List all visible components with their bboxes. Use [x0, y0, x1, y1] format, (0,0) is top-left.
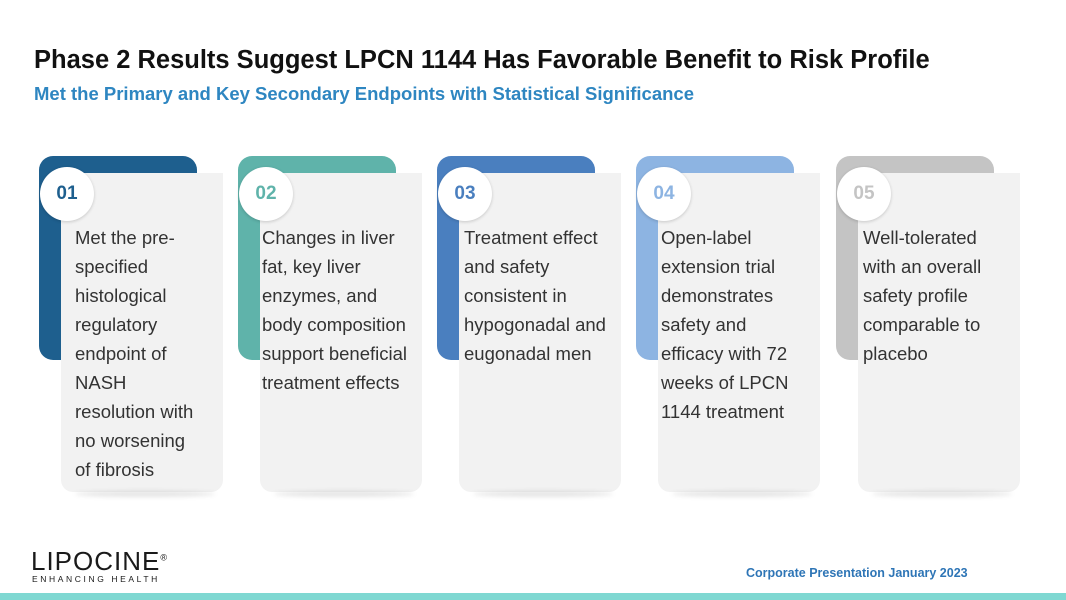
card-text: Well-tolerated with an overall safety pr… [863, 227, 982, 364]
card-number: 05 [837, 167, 891, 221]
company-tagline: ENHANCING HEALTH [32, 574, 160, 584]
card-02: 02 Changes in liver fat, key liver enzym… [238, 156, 422, 497]
company-logo: LIPOCINE® [31, 546, 169, 576]
card-number: 01 [40, 167, 94, 221]
card-panel [858, 173, 1020, 492]
footer-text: Corporate Presentation January 2023 [746, 566, 968, 580]
card-01: 01 Met the pre- specified histological r… [39, 156, 223, 497]
card-panel [658, 173, 820, 492]
card-panel [260, 173, 422, 492]
card-text: Treatment effect and safety consistent i… [464, 227, 606, 364]
card-text: Open-label extension trial demonstrates … [661, 227, 789, 422]
card-number: 04 [637, 167, 691, 221]
card-text: Met the pre- specified histological regu… [75, 227, 194, 480]
card-panel [459, 173, 621, 492]
card-text: Changes in liver fat, key liver enzymes,… [262, 227, 408, 393]
slide-subtitle: Met the Primary and Key Secondary Endpoi… [34, 83, 694, 104]
card-number: 03 [438, 167, 492, 221]
card-03: 03 Treatment effect and safety consisten… [437, 156, 621, 497]
card-05: 05 Well-tolerated with an overall safety… [836, 156, 1020, 497]
card-04: 04 Open-label extension trial demonstrat… [636, 156, 820, 497]
slide-title: Phase 2 Results Suggest LPCN 1144 Has Fa… [34, 46, 930, 74]
card-panel [61, 173, 223, 492]
bottom-accent-bar [0, 593, 1066, 600]
card-number: 02 [239, 167, 293, 221]
